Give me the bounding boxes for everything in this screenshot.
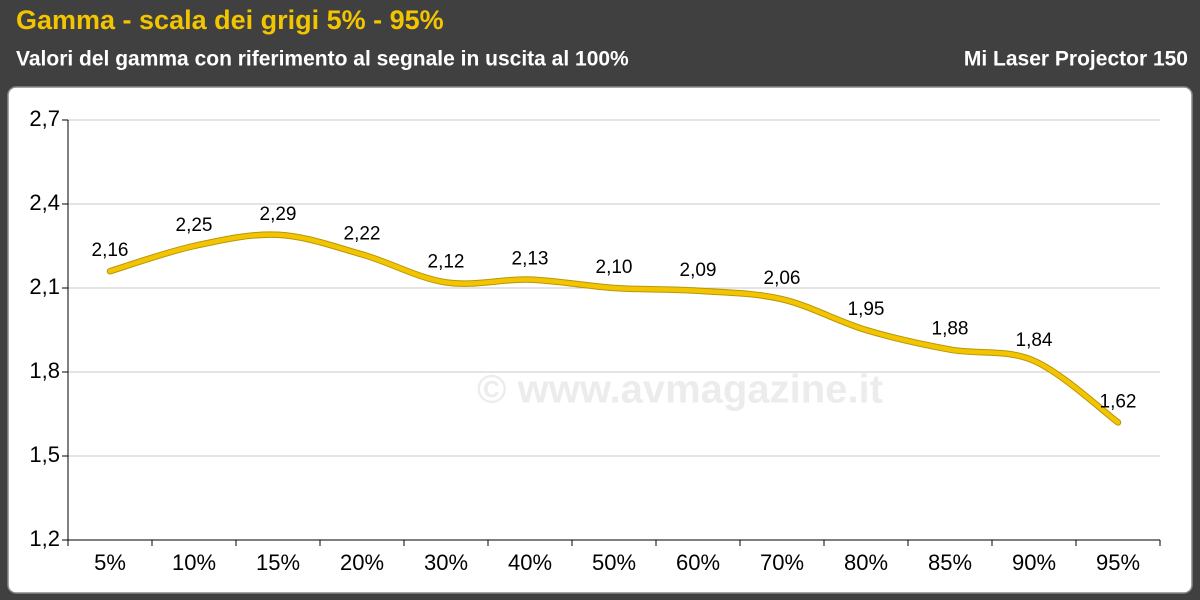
x-tick-label: 80% [844,550,888,575]
x-tick-label: 70% [760,550,804,575]
x-tick-label: 50% [592,550,636,575]
x-tick-label: 15% [256,550,300,575]
y-tick-label: 1,2 [29,526,60,551]
x-tick-label: 30% [424,550,468,575]
watermark: © www.avmagazine.it [477,368,883,412]
data-label: 1,95 [848,299,885,320]
data-label: 2,25 [176,215,213,236]
x-tick-label: 90% [1012,550,1056,575]
y-tick-label: 2,4 [29,190,60,215]
plot-panel [7,86,1193,594]
x-tick-label: 85% [928,550,972,575]
y-tick-label: 1,5 [29,442,60,467]
data-label: 2,12 [428,251,465,272]
x-tick-label: 5% [94,550,126,575]
data-label: 2,16 [92,240,129,261]
y-tick-label: 2,7 [29,106,60,131]
x-tick-label: 40% [508,550,552,575]
data-label: 2,06 [764,268,801,289]
x-tick-label: 60% [676,550,720,575]
data-label: 1,62 [1100,391,1137,412]
data-label: 2,10 [596,257,633,278]
data-label: 2,13 [512,249,549,270]
chart-title: Gamma - scala dei grigi 5% - 95% [16,5,444,35]
data-label: 2,29 [260,204,297,225]
data-label: 1,88 [932,319,969,340]
x-tick-label: 95% [1096,550,1140,575]
y-tick-label: 2,1 [29,274,60,299]
device-name: Mi Laser Projector 150 [964,48,1188,71]
data-label: 1,84 [1016,330,1053,351]
chart-subtitle: Valori del gamma con riferimento al segn… [16,48,629,71]
x-tick-label: 20% [340,550,384,575]
line [107,232,1121,425]
data-label: 2,09 [680,260,717,281]
x-tick-label: 10% [172,550,216,575]
data-label: 2,22 [344,223,381,244]
y-tick-label: 1,8 [29,358,60,383]
